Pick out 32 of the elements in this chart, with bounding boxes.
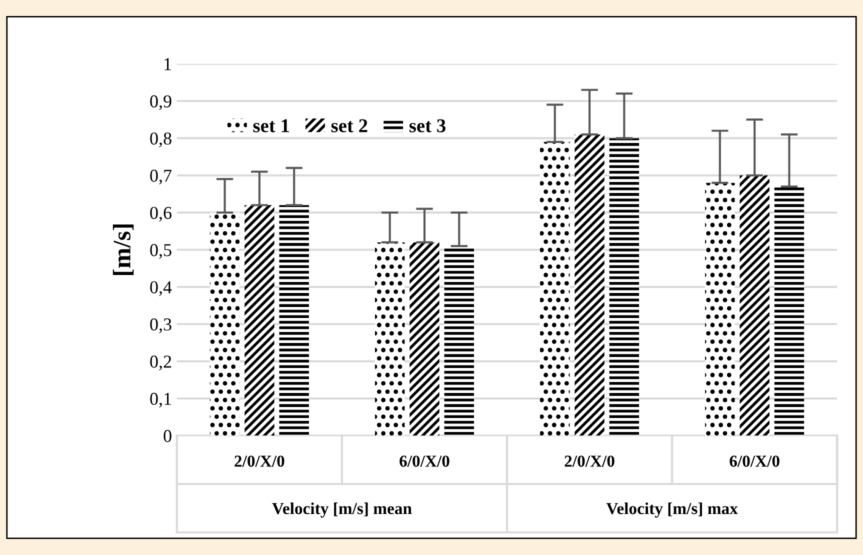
x-tick-label: 6/0/X/0	[730, 456, 780, 467]
y-tick-label: 0,9	[150, 95, 172, 110]
bar	[540, 142, 570, 436]
bar	[574, 134, 604, 436]
y-tick-label: 0,6	[150, 206, 172, 222]
x-tick-label: 2/0/X/0	[564, 456, 614, 467]
y-tick-label: 0,4	[150, 281, 172, 296]
y-tick-label: 0,8	[150, 132, 172, 148]
y-tick-label: 0,1	[150, 392, 171, 408]
text: Velocity [m/s] max	[606, 502, 738, 518]
bar	[609, 138, 640, 436]
bar	[374, 242, 405, 436]
bar	[740, 175, 770, 436]
bar	[244, 205, 274, 436]
text: Velocity [m/s] mean	[272, 502, 412, 518]
legend-label: set 2	[331, 119, 368, 132]
y-axis-title: [m/s]	[112, 224, 134, 275]
bar	[410, 242, 440, 436]
y-tick-label: 0	[164, 430, 172, 442]
bar	[705, 182, 735, 436]
y-tick-label: 0,7	[150, 170, 172, 184]
y-tick-label: 1	[164, 58, 171, 70]
bar	[774, 186, 804, 436]
y-tick-label: 0,2	[150, 356, 172, 370]
x-tick-label: 2/0/X/0	[234, 456, 284, 467]
legend-label: set 3	[409, 119, 446, 132]
y-tick-label: 0,3	[150, 318, 172, 334]
legend-label: set 1	[253, 119, 289, 132]
bar	[210, 212, 240, 436]
bar	[279, 205, 309, 436]
x-tick-label: 6/0/X/0	[400, 456, 450, 467]
y-tick-label: 0,5	[150, 244, 172, 259]
